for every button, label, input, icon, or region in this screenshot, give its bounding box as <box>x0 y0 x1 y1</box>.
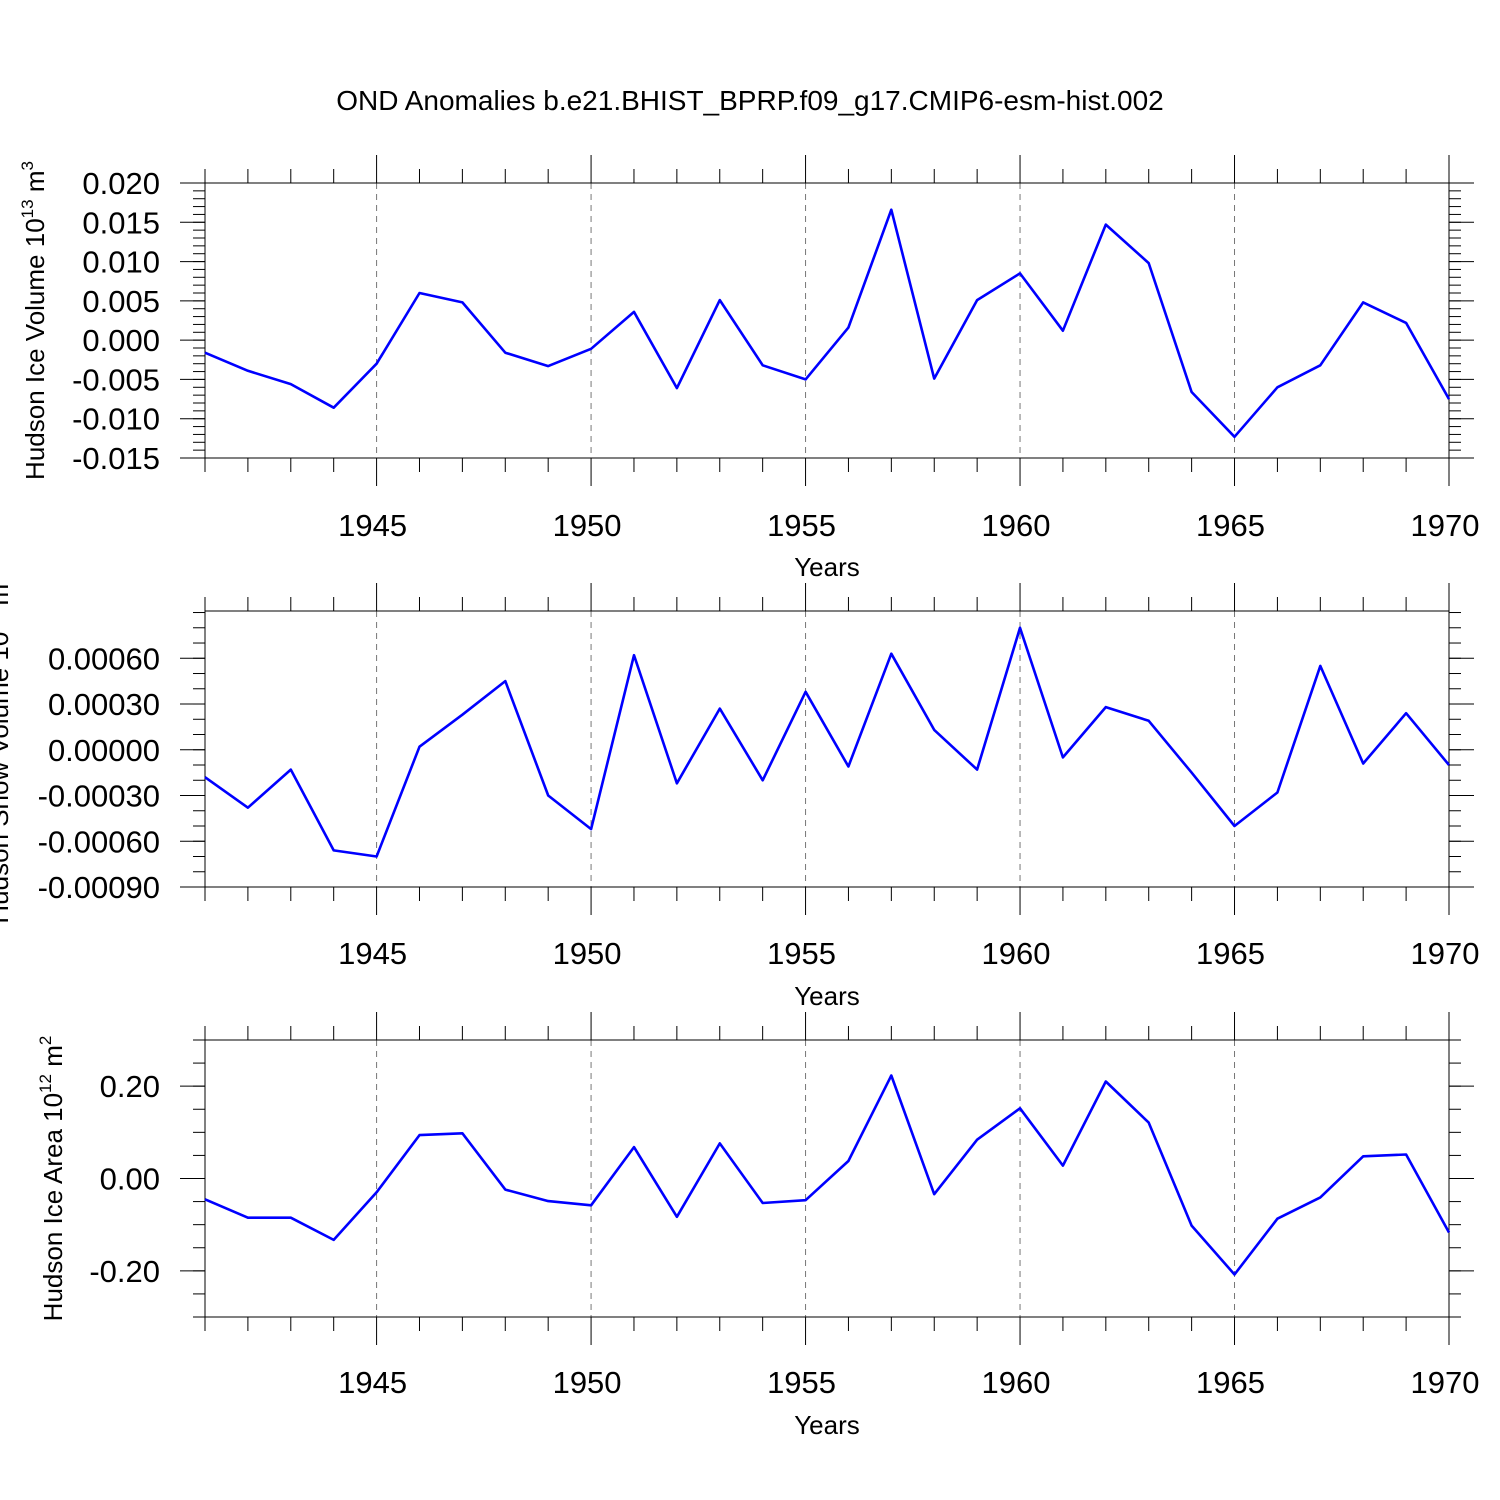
x-tick-label: 1960 <box>982 1365 1051 1400</box>
x-tick-label: 1955 <box>767 508 836 543</box>
x-tick-label: 1965 <box>1196 1365 1265 1400</box>
x-tick-label: 1955 <box>767 936 836 971</box>
x-tick-label: 1945 <box>338 508 407 543</box>
chart-panel-3: -0.20 0.00 0.20 1945 1950 1955 1960 1965 1970 Yea… <box>36 1012 1479 1440</box>
y-axis-label-superscript: 3 <box>18 161 37 170</box>
y-axis-label-superscript: 2 <box>36 1036 55 1045</box>
series-line-hudson-ice-volume <box>204 208 1451 439</box>
y-axis-label-superscript: 13 <box>18 199 37 218</box>
y-axis-label-part: m <box>38 1045 68 1074</box>
y-tick-label: 0.010 <box>82 245 160 280</box>
y-axis-label-part: m <box>20 171 50 200</box>
x-tick-label: 1970 <box>1411 936 1480 971</box>
y-tick-label: 0.00060 <box>48 641 160 676</box>
chart-panels: -0.015 -0.010 -0.005 0.000 0.005 0.010 0.015 0.… <box>0 155 1479 1440</box>
chart-title: OND Anomalies b.e21.BHIST_BPRP.f09_g17.C… <box>336 85 1163 116</box>
x-tick-label: 1945 <box>338 936 407 971</box>
x-axis-label: Years <box>794 552 860 582</box>
y-tick-label: -0.015 <box>72 441 160 476</box>
y-tick-label: -0.00060 <box>38 824 160 859</box>
x-tick-label: 1965 <box>1196 936 1265 971</box>
y-axis-label-part: Hudson Ice Volume 10 <box>20 218 50 480</box>
chart-panel-2: -0.00090 -0.00060 -0.00030 0.00000 0.00030 0.… <box>0 574 1479 1011</box>
y-tick-label: 0.00 <box>100 1162 160 1197</box>
x-tick-label: 1950 <box>553 508 622 543</box>
y-tick-label: -0.005 <box>72 362 160 397</box>
plot-frame <box>204 1039 1450 1318</box>
y-axis-label: Hudson Ice Volume 1013 m3 <box>18 161 50 480</box>
y-axis-label-part: Hudson Ice Area 10 <box>38 1093 68 1321</box>
x-tick-label: 1960 <box>982 508 1051 543</box>
x-axis-label: Years <box>794 1410 860 1440</box>
x-tick-label: 1955 <box>767 1365 836 1400</box>
y-tick-label: 0.00000 <box>48 733 160 768</box>
x-tick-label: 1950 <box>553 1365 622 1400</box>
x-tick-label: 1970 <box>1411 1365 1480 1400</box>
y-axis-label: Hudson Ice Area 1012 m2 <box>36 1036 68 1322</box>
y-axis-label-part: m <box>0 584 14 613</box>
y-tick-label: 0.20 <box>100 1069 160 1104</box>
y-tick-label: -0.20 <box>89 1254 160 1289</box>
y-tick-label: 0.020 <box>82 166 160 201</box>
x-tick-label: 1965 <box>1196 508 1265 543</box>
y-axis-label-part: Hudson Snow Volume 10 <box>0 632 14 924</box>
y-tick-label: 0.015 <box>82 205 160 240</box>
chart-panel-1: -0.015 -0.010 -0.005 0.000 0.005 0.010 0.015 0.… <box>18 155 1479 582</box>
y-axis-label-superscript: 3 <box>0 574 1 583</box>
y-tick-label: 0.00030 <box>48 687 160 722</box>
series-line-hudson-snow-volume <box>204 626 1451 858</box>
y-axis-label-superscript: 12 <box>36 1074 55 1093</box>
plot-frame <box>204 182 1450 459</box>
x-tick-label: 1945 <box>338 1365 407 1400</box>
y-tick-label: -0.00030 <box>38 779 160 814</box>
plot-frame <box>204 610 1450 888</box>
x-tick-label: 1970 <box>1411 508 1480 543</box>
y-tick-label: 0.005 <box>82 284 160 319</box>
y-axis-label: Hudson Snow Volume 1013 m3 <box>0 574 14 923</box>
y-axis-label-superscript: 13 <box>0 613 1 632</box>
y-tick-label: 0.000 <box>82 323 160 358</box>
x-tick-label: 1950 <box>553 936 622 971</box>
y-tick-label: -0.00090 <box>38 870 160 905</box>
series-line-hudson-ice-area <box>204 1074 1451 1276</box>
y-tick-label: -0.010 <box>72 402 160 437</box>
x-tick-label: 1960 <box>982 936 1051 971</box>
x-axis-label: Years <box>794 981 860 1011</box>
